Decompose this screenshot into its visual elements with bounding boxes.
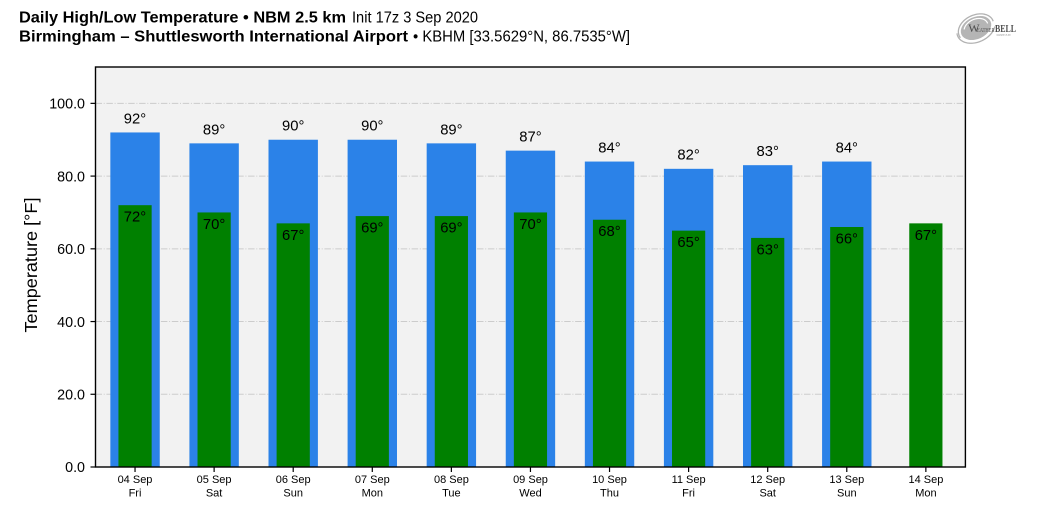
svg-text:05 Sep: 05 Sep [197, 474, 232, 486]
svg-text:60.0: 60.0 [57, 242, 85, 258]
svg-text:04 Sep: 04 Sep [118, 474, 153, 486]
svg-text:72°: 72° [124, 210, 146, 226]
svg-text:84°: 84° [836, 140, 858, 156]
svg-text:20.0: 20.0 [57, 387, 85, 403]
svg-text:Fri: Fri [129, 488, 142, 500]
svg-text:70°: 70° [519, 217, 541, 233]
svg-text:87°: 87° [519, 130, 541, 146]
svg-text:Temperature [°F]: Temperature [°F] [21, 198, 41, 333]
svg-text:Sat: Sat [759, 488, 776, 500]
svg-text:12 Sep: 12 Sep [750, 474, 785, 486]
svg-text:W: W [968, 21, 980, 35]
svg-text:0.0: 0.0 [65, 460, 85, 476]
svg-text:09 Sep: 09 Sep [513, 474, 548, 486]
svg-text:82°: 82° [677, 148, 699, 164]
svg-text:11 Sep: 11 Sep [672, 474, 706, 486]
svg-text:69°: 69° [440, 221, 462, 237]
svg-text:63°: 63° [757, 242, 779, 258]
svg-text:Sun: Sun [283, 488, 303, 500]
svg-text:BELL: BELL [995, 24, 1016, 35]
svg-text:Wed: Wed [519, 488, 541, 500]
svg-text:10 Sep: 10 Sep [592, 474, 627, 486]
svg-text:06 Sep: 06 Sep [276, 474, 311, 486]
svg-text:67°: 67° [282, 228, 304, 244]
svg-text:89°: 89° [440, 122, 462, 138]
svg-text:40.0: 40.0 [57, 315, 85, 331]
svg-text:Tue: Tue [442, 488, 461, 500]
svg-text:EATHER: EATHER [977, 28, 995, 34]
svg-text:67°: 67° [915, 228, 937, 244]
svg-text:Thu: Thu [600, 488, 619, 500]
svg-text:68°: 68° [598, 224, 620, 240]
svg-text:90°: 90° [361, 119, 383, 135]
svg-text:• KBHM [33.5629°N, 86.7535°W]: • KBHM [33.5629°N, 86.7535°W] [413, 28, 630, 45]
svg-text:14 Sep: 14 Sep [908, 474, 943, 486]
svg-text:Mon: Mon [915, 488, 936, 500]
svg-text:Sat: Sat [206, 488, 223, 500]
svg-text:70°: 70° [203, 217, 225, 233]
svg-text:84°: 84° [598, 140, 620, 156]
svg-text:83°: 83° [757, 144, 779, 160]
svg-text:Fri: Fri [682, 488, 695, 500]
svg-text:07 Sep: 07 Sep [355, 474, 390, 486]
svg-text:66°: 66° [836, 232, 858, 248]
svg-text:100.0: 100.0 [49, 97, 85, 113]
svg-text:92°: 92° [124, 111, 146, 127]
svg-text:Mon: Mon [362, 488, 383, 500]
svg-text:69°: 69° [361, 221, 383, 237]
svg-text:90°: 90° [282, 119, 304, 135]
svg-text:Sun: Sun [837, 488, 857, 500]
svg-text:Analytics LLC: Analytics LLC [996, 33, 1011, 36]
svg-text:Init 17z 3 Sep 2020: Init 17z 3 Sep 2020 [352, 9, 478, 26]
svg-text:13 Sep: 13 Sep [829, 474, 864, 486]
svg-text:08 Sep: 08 Sep [434, 474, 469, 486]
svg-text:65°: 65° [677, 235, 699, 251]
svg-text:Daily High/Low Temperature • N: Daily High/Low Temperature • NBM 2.5 km [19, 9, 346, 26]
svg-text:Birmingham – Shuttlesworth Int: Birmingham – Shuttlesworth International… [19, 28, 408, 45]
svg-text:89°: 89° [203, 122, 225, 138]
svg-text:80.0: 80.0 [57, 169, 85, 185]
